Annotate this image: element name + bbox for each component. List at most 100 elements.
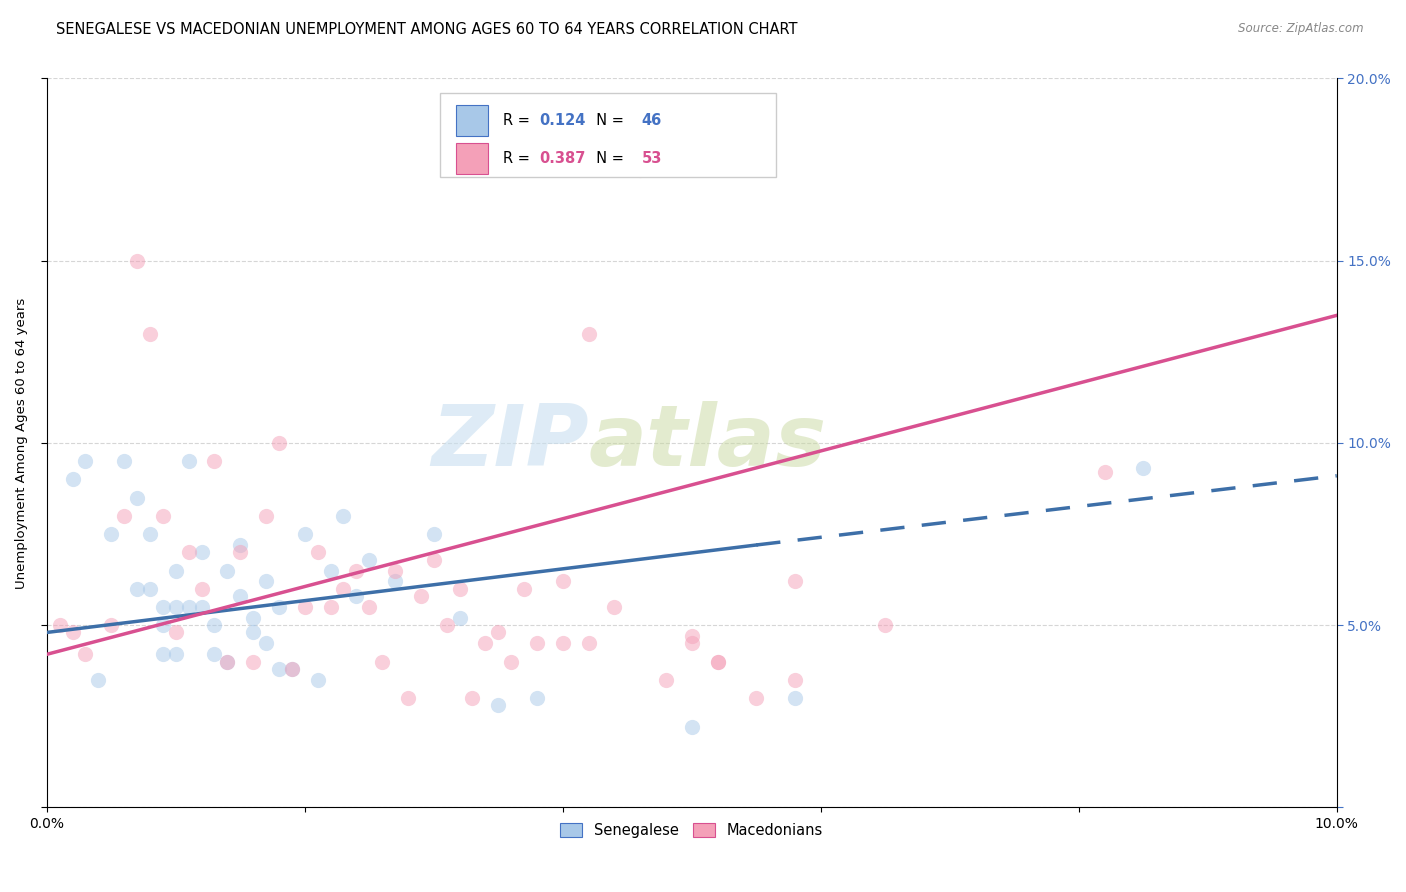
Point xyxy=(152,618,174,632)
Point xyxy=(152,648,174,662)
Point xyxy=(87,673,110,687)
Point xyxy=(436,618,458,632)
Point xyxy=(62,472,84,486)
Legend: Senegalese, Macedonians: Senegalese, Macedonians xyxy=(554,817,830,844)
Point xyxy=(75,454,97,468)
Point xyxy=(332,508,354,523)
Point xyxy=(706,655,728,669)
Point xyxy=(474,636,496,650)
Point xyxy=(100,618,122,632)
Point xyxy=(152,599,174,614)
Text: 53: 53 xyxy=(641,151,662,166)
Text: ZIP: ZIP xyxy=(430,401,589,484)
Point xyxy=(112,454,135,468)
Point xyxy=(75,648,97,662)
Point xyxy=(461,691,484,706)
FancyBboxPatch shape xyxy=(440,93,776,177)
Point xyxy=(165,625,187,640)
Point xyxy=(513,582,536,596)
Point xyxy=(706,655,728,669)
Point xyxy=(267,662,290,676)
Point xyxy=(332,582,354,596)
Point xyxy=(139,326,162,341)
Point xyxy=(242,625,264,640)
Point xyxy=(1132,461,1154,475)
Point xyxy=(422,552,444,566)
Point xyxy=(1094,465,1116,479)
Text: 0.387: 0.387 xyxy=(540,151,586,166)
Point xyxy=(177,599,200,614)
Point xyxy=(125,491,148,505)
Point xyxy=(217,564,239,578)
Point xyxy=(165,599,187,614)
Point xyxy=(62,625,84,640)
Point xyxy=(449,611,471,625)
Point xyxy=(281,662,304,676)
Point xyxy=(307,545,329,559)
Point xyxy=(307,673,329,687)
Point xyxy=(294,599,316,614)
Point xyxy=(486,625,509,640)
Point xyxy=(229,545,252,559)
Point xyxy=(267,599,290,614)
Text: N =: N = xyxy=(588,151,628,166)
Point xyxy=(177,454,200,468)
Point xyxy=(371,655,394,669)
Point xyxy=(125,582,148,596)
Text: SENEGALESE VS MACEDONIAN UNEMPLOYMENT AMONG AGES 60 TO 64 YEARS CORRELATION CHAR: SENEGALESE VS MACEDONIAN UNEMPLOYMENT AM… xyxy=(56,22,797,37)
Point xyxy=(486,698,509,713)
Point xyxy=(551,574,574,589)
Point xyxy=(384,574,406,589)
Point xyxy=(578,326,600,341)
Point xyxy=(578,636,600,650)
Point xyxy=(281,662,304,676)
Point xyxy=(204,648,226,662)
Point xyxy=(628,162,651,177)
Text: N =: N = xyxy=(588,113,628,128)
Point xyxy=(242,655,264,669)
Text: atlas: atlas xyxy=(589,401,827,484)
Text: R =: R = xyxy=(503,151,534,166)
Point xyxy=(603,599,626,614)
Point xyxy=(783,691,806,706)
Point xyxy=(344,564,367,578)
FancyBboxPatch shape xyxy=(456,143,488,174)
Point xyxy=(152,508,174,523)
Point xyxy=(396,691,419,706)
Point xyxy=(165,648,187,662)
Point xyxy=(449,582,471,596)
Point xyxy=(319,564,342,578)
Point xyxy=(344,589,367,603)
Point xyxy=(526,691,548,706)
Point xyxy=(190,582,212,596)
Point xyxy=(217,655,239,669)
Point xyxy=(783,673,806,687)
Text: 0.124: 0.124 xyxy=(540,113,586,128)
Point xyxy=(359,552,381,566)
Point xyxy=(681,636,703,650)
Point xyxy=(112,508,135,523)
Point xyxy=(681,629,703,643)
Point xyxy=(177,545,200,559)
Point xyxy=(254,574,277,589)
Point xyxy=(165,564,187,578)
Point xyxy=(267,436,290,450)
FancyBboxPatch shape xyxy=(456,105,488,136)
Point xyxy=(229,538,252,552)
Point xyxy=(422,527,444,541)
Point xyxy=(242,611,264,625)
Point xyxy=(681,720,703,734)
Point xyxy=(359,599,381,614)
Point xyxy=(139,527,162,541)
Point xyxy=(190,599,212,614)
Y-axis label: Unemployment Among Ages 60 to 64 years: Unemployment Among Ages 60 to 64 years xyxy=(15,297,28,589)
Text: 46: 46 xyxy=(641,113,662,128)
Point xyxy=(783,574,806,589)
Point xyxy=(254,508,277,523)
Point xyxy=(100,527,122,541)
Point xyxy=(501,655,523,669)
Point xyxy=(139,582,162,596)
Point xyxy=(875,618,897,632)
Point xyxy=(204,454,226,468)
Point xyxy=(229,589,252,603)
